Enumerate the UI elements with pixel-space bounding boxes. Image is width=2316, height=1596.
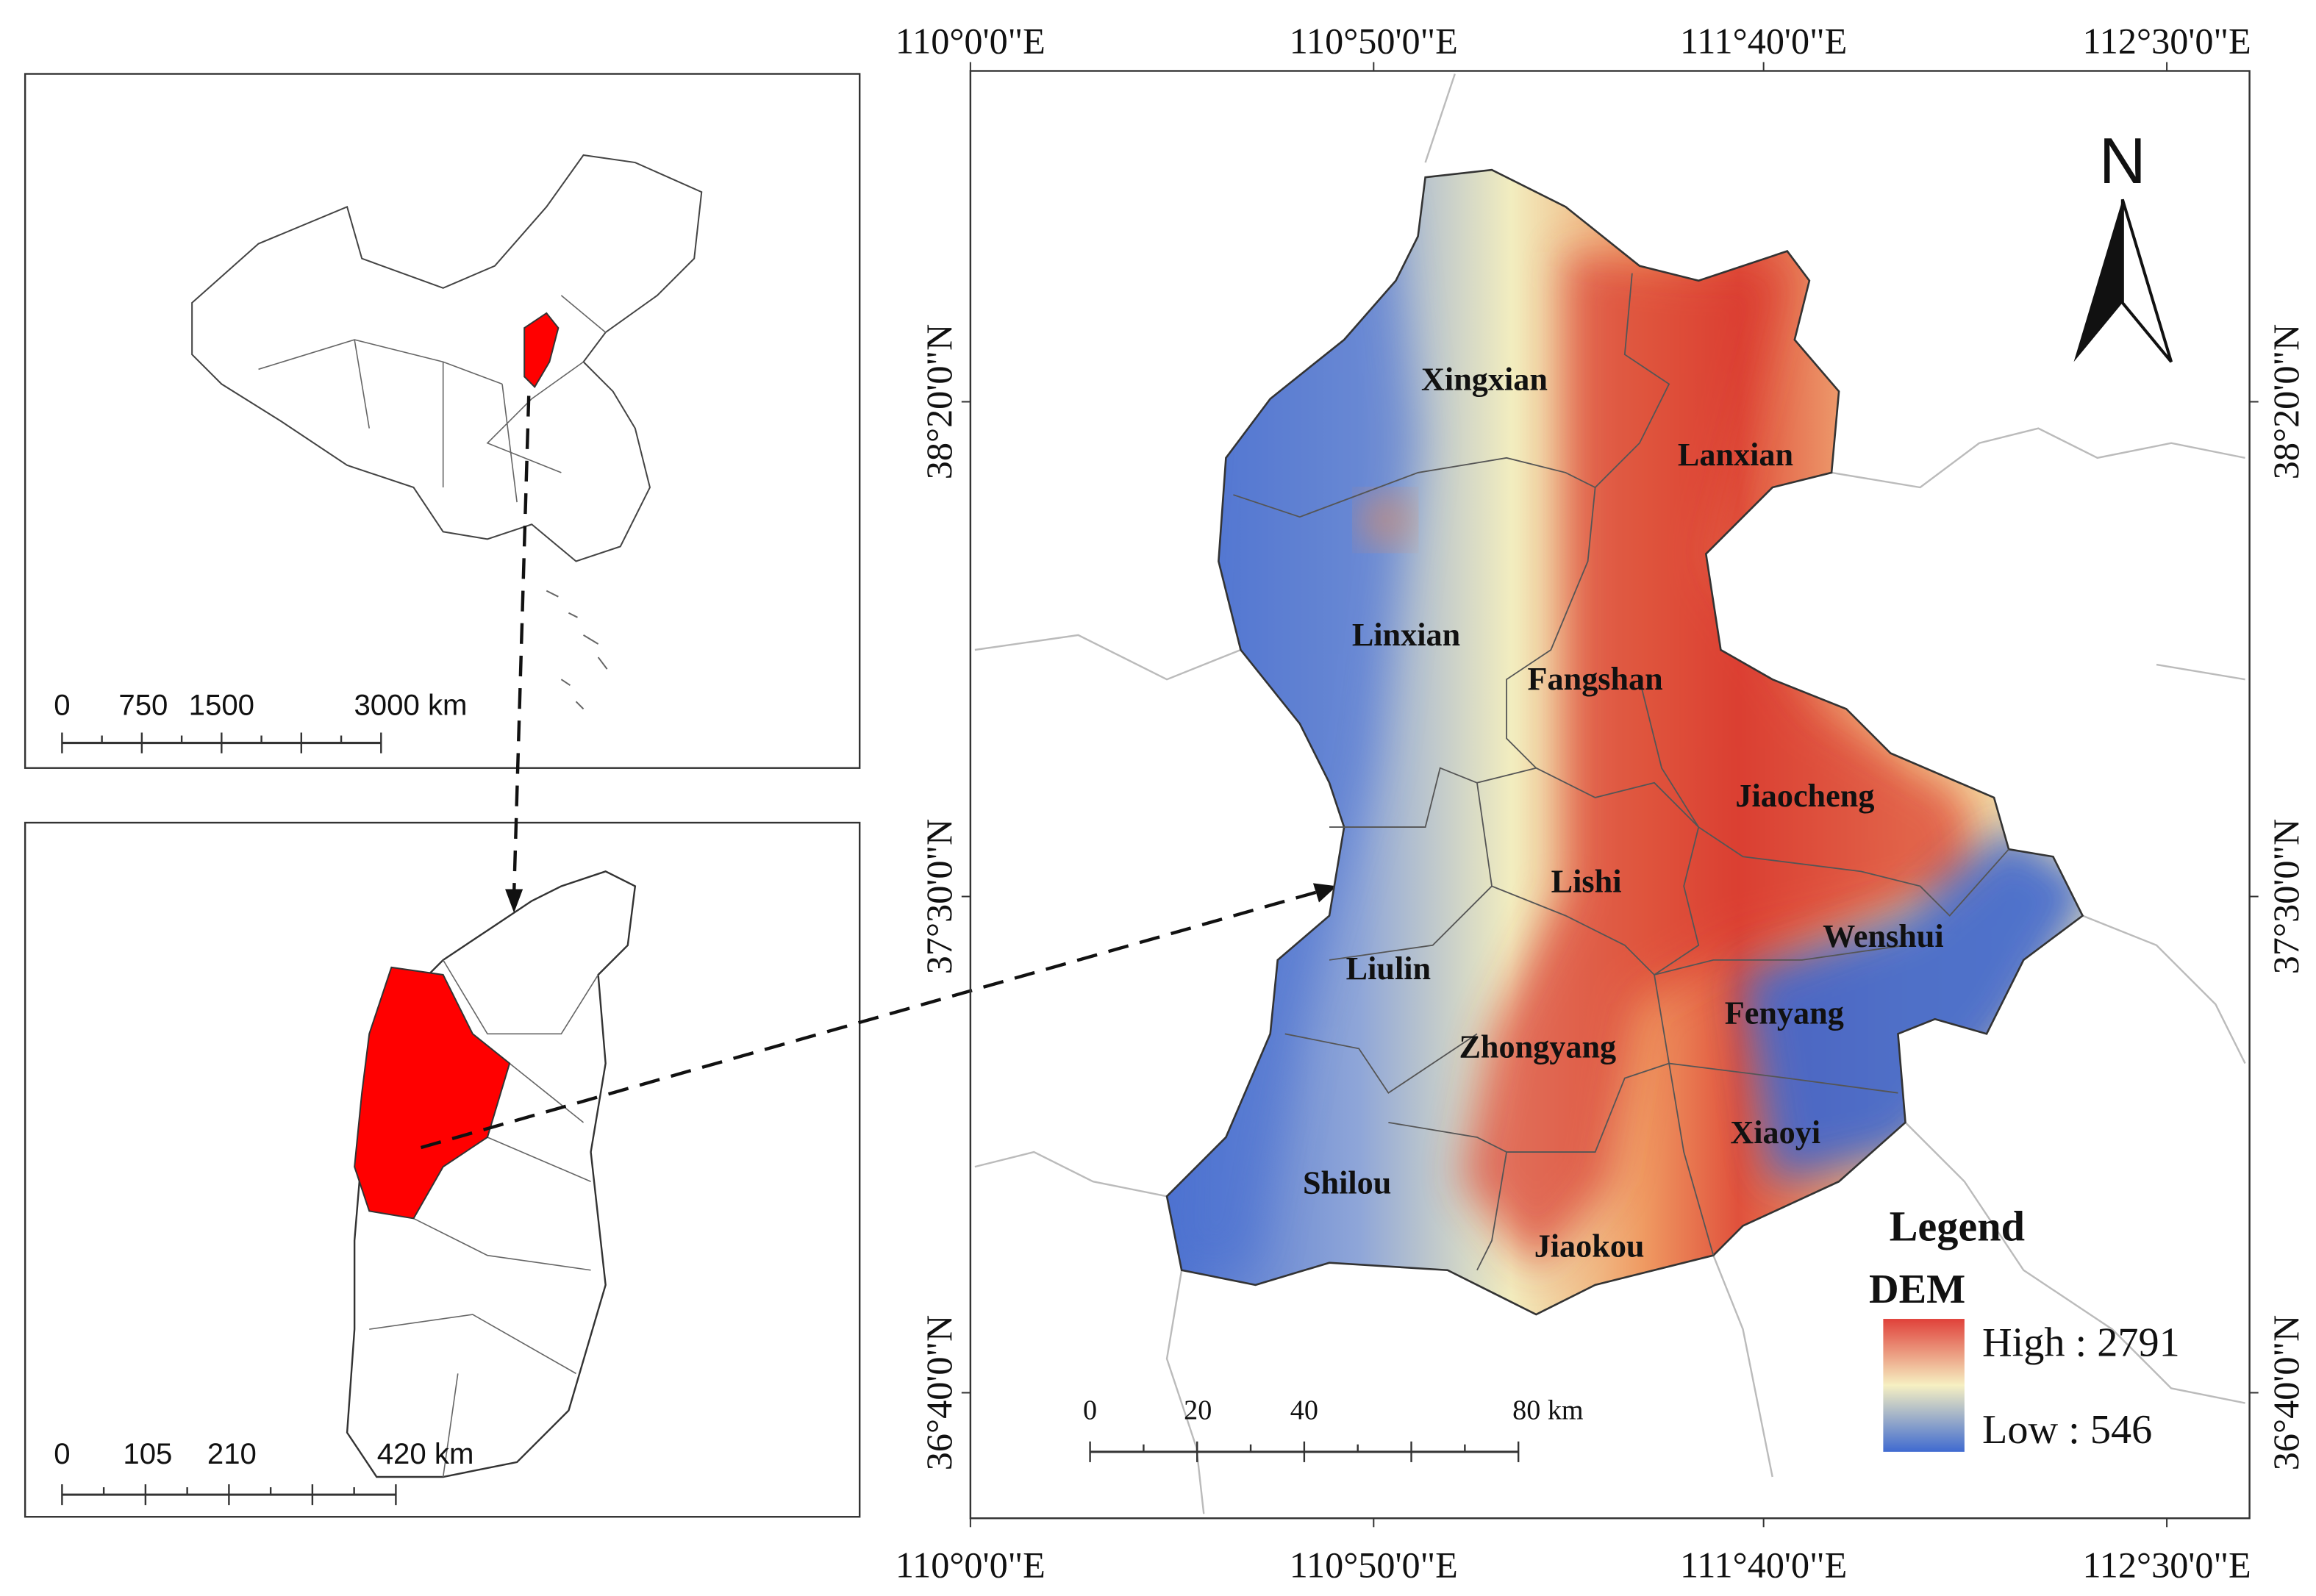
scale-label: 20: [1184, 1395, 1212, 1426]
islands: [546, 590, 608, 710]
scale-label: 210: [207, 1437, 257, 1470]
scale-label: 3000 km: [354, 688, 467, 721]
north-arrow-right: [2120, 198, 2173, 363]
surrounding-boundaries: [974, 74, 2246, 1514]
scale-label: 0: [54, 1437, 70, 1470]
latitude-label: 38°20'0"N: [918, 324, 959, 479]
scale-label: 750: [118, 688, 168, 721]
north-arrow-left: [2073, 199, 2123, 362]
latitude-label: 36°40'0"N: [918, 1315, 959, 1470]
latitude-label: 37°30'0"N: [918, 819, 959, 974]
county-label: Zhongyang: [1459, 1028, 1616, 1064]
connector-arrows: [420, 396, 1323, 1150]
legend-layer: DEM: [1869, 1267, 1965, 1312]
main-map-frame: [969, 70, 2251, 1520]
scale-ticks: [1089, 1441, 1520, 1462]
county-label: Shilou: [1303, 1164, 1391, 1200]
north-label: N: [2099, 124, 2146, 197]
scale-label: 105: [123, 1437, 172, 1470]
latitude-label: 38°20'0"N: [2265, 324, 2306, 479]
dem-raster: [1167, 170, 2083, 1315]
county-label: Jiaokou: [1534, 1228, 1645, 1264]
latitude-label: 37°30'0"N: [2265, 819, 2306, 974]
longitude-label: 111°40'0"E: [1680, 20, 1847, 61]
scale-label: 40: [1290, 1395, 1318, 1426]
legend-ramp: [1883, 1319, 1965, 1452]
county-label: Linxian: [1352, 617, 1460, 653]
county-boundaries: [1165, 168, 2084, 1316]
county-labels: Xingxian Lanxian Linxian Fangshan Jiaoch…: [1303, 361, 1944, 1264]
china-outline: [191, 154, 703, 562]
inset-china-frame: [24, 73, 861, 769]
county-label: Fangshan: [1528, 661, 1663, 697]
arrow-head: [505, 889, 523, 913]
latitude-label: 36°40'0"N: [2265, 1315, 2306, 1470]
longitude-label: 112°30'0"E: [2083, 20, 2251, 61]
province-lines: [258, 295, 607, 503]
county-label: Xiaoyi: [1730, 1114, 1820, 1151]
county-label: Liulin: [1346, 951, 1431, 987]
scale-label: 0: [1083, 1395, 1097, 1426]
scale-label: 420 km: [377, 1437, 474, 1470]
longitude-label: 110°50'0"E: [1290, 1545, 1458, 1586]
legend-high: High : 2791: [1982, 1320, 2180, 1365]
scale-label: 1500: [189, 688, 254, 721]
scale-ticks: [61, 1484, 397, 1506]
inset-shanxi-frame: [24, 821, 861, 1518]
longitude-label: 112°30'0"E: [2083, 1545, 2251, 1586]
lvliang-highlight: [354, 966, 511, 1220]
city-lines: [369, 959, 599, 1478]
scale-label: 80 km: [1512, 1395, 1584, 1426]
county-label: Fenyang: [1725, 995, 1844, 1031]
scale-label: 0: [54, 688, 70, 721]
county-label: Lanxian: [1678, 437, 1793, 473]
legend-low: Low : 546: [1982, 1407, 2152, 1453]
legend-title: Legend: [1890, 1203, 2025, 1250]
county-label: Jiaocheng: [1735, 778, 1874, 814]
scale-ticks: [61, 732, 382, 754]
arrow-head: [1312, 883, 1337, 903]
longitude-label: 110°50'0"E: [1290, 20, 1458, 61]
county-label: Xingxian: [1421, 361, 1548, 397]
county-label: Wenshui: [1823, 918, 1944, 954]
shanxi-highlight: [523, 312, 560, 389]
longitude-label: 110°0'0"E: [896, 20, 1046, 61]
longitude-label: 110°0'0"E: [896, 1545, 1046, 1586]
longitude-label: 111°40'0"E: [1680, 1545, 1847, 1586]
county-label: Lishi: [1551, 863, 1622, 899]
